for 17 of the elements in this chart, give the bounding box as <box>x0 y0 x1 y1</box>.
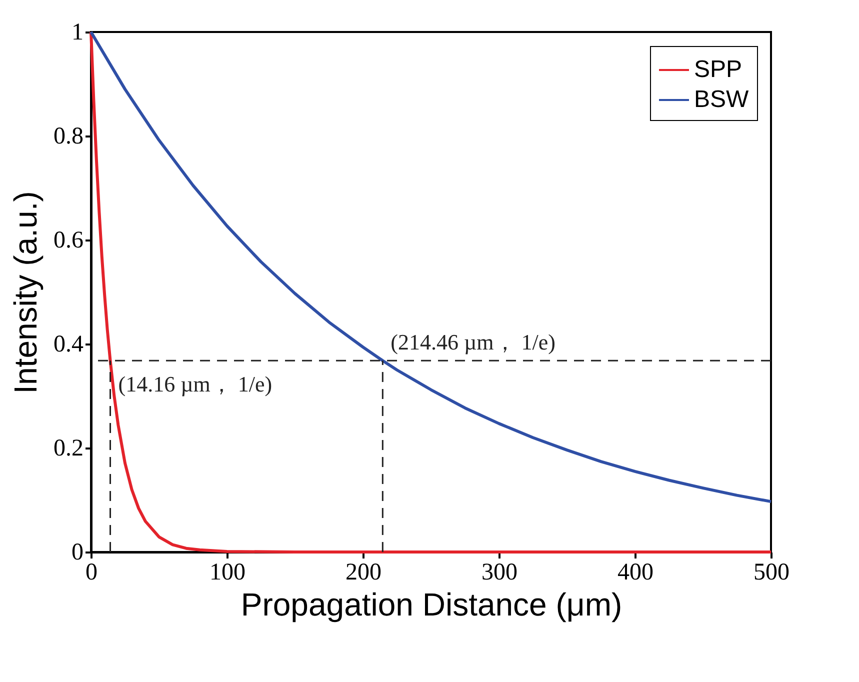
x-tick-label: 400 <box>618 560 654 586</box>
annotation: (214.46 µm， 1/e) <box>390 330 556 355</box>
y-tick-label: 0.8 <box>54 124 84 150</box>
y-tick-label: 0 <box>72 540 84 566</box>
annotation: (14.16 µm， 1/e) <box>118 372 272 397</box>
legend-label: BSW <box>694 86 750 113</box>
y-tick-label: 1 <box>72 20 84 46</box>
y-tick-label: 0.2 <box>54 436 84 462</box>
y-axis-title: Intensity (a.u.) <box>8 191 44 394</box>
x-tick-label: 300 <box>482 560 518 586</box>
y-tick-label: 0.6 <box>54 228 84 254</box>
x-tick-label: 100 <box>210 560 246 586</box>
x-tick-label: 200 <box>346 560 382 586</box>
x-axis-title: Propagation Distance (μm) <box>240 586 622 622</box>
x-tick-label: 500 <box>754 560 790 586</box>
legend-label: SPP <box>694 56 742 83</box>
y-tick-label: 0.4 <box>54 332 84 358</box>
